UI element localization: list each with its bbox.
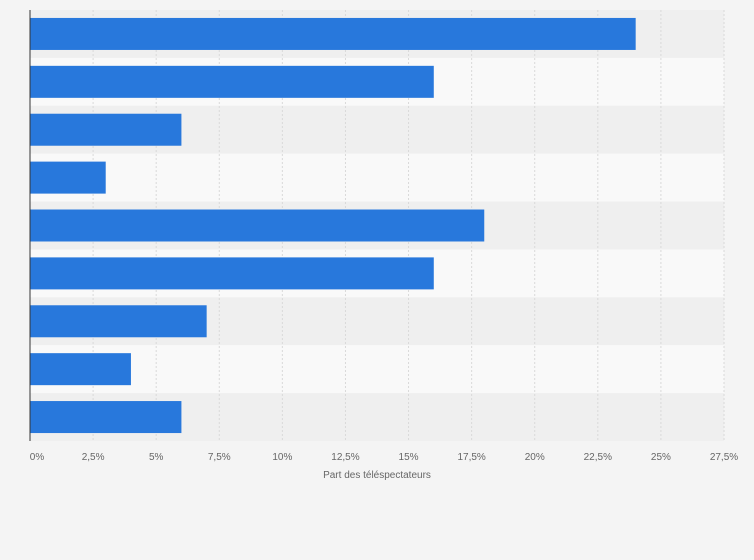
x-tick-label: 5% xyxy=(149,452,164,463)
bar xyxy=(30,305,207,338)
row-band xyxy=(30,153,724,202)
bar xyxy=(30,257,434,290)
x-axis-title: Part des téléspectateurs xyxy=(323,470,431,481)
x-tick-label: 20% xyxy=(525,452,545,463)
x-axis-ticks: 0% 2,5% 5% 7,5% 10% 12,5% 15% 17,5% 20% 22,5% 25% 2… xyxy=(30,452,739,463)
x-tick-label: 2,5% xyxy=(82,452,105,463)
x-tick-label: 0% xyxy=(30,452,45,463)
row-band xyxy=(30,345,724,394)
x-tick-label: 12,5% xyxy=(331,452,359,463)
bar xyxy=(30,353,131,386)
bars xyxy=(30,17,636,434)
x-tick-label: 15% xyxy=(399,452,419,463)
x-tick-label: 25% xyxy=(651,452,671,463)
x-tick-label: 17,5% xyxy=(457,452,485,463)
x-tick-label: 27,5% xyxy=(710,452,738,463)
bar xyxy=(30,161,106,194)
x-tick-label: 7,5% xyxy=(208,452,231,463)
bar xyxy=(30,209,485,242)
x-tick-label: 10% xyxy=(272,452,292,463)
bar xyxy=(30,401,182,434)
bar xyxy=(30,65,434,98)
bar xyxy=(30,17,636,50)
x-tick-label: 22,5% xyxy=(584,452,612,463)
bar xyxy=(30,113,182,146)
